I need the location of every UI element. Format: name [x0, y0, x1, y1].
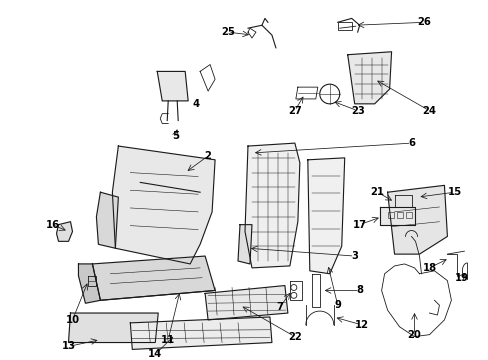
Polygon shape	[238, 225, 251, 264]
Bar	[405, 212, 411, 218]
Text: 17: 17	[352, 220, 366, 230]
Text: 4: 4	[192, 99, 199, 109]
Polygon shape	[96, 192, 118, 248]
Polygon shape	[130, 317, 271, 350]
Text: 8: 8	[355, 285, 363, 296]
Bar	[387, 212, 393, 218]
Bar	[337, 22, 351, 30]
Polygon shape	[78, 264, 100, 303]
Polygon shape	[387, 185, 447, 254]
Text: 27: 27	[287, 106, 301, 116]
Polygon shape	[68, 313, 158, 342]
Text: 22: 22	[287, 332, 301, 342]
Text: 10: 10	[65, 315, 80, 325]
Text: 11: 11	[161, 334, 175, 345]
Text: 20: 20	[407, 330, 421, 340]
Text: 24: 24	[422, 106, 436, 116]
Text: 7: 7	[276, 302, 283, 312]
Text: 2: 2	[204, 151, 211, 161]
Polygon shape	[379, 207, 414, 225]
Text: 5: 5	[171, 131, 178, 141]
Text: 13: 13	[61, 341, 75, 351]
Polygon shape	[112, 146, 215, 264]
Text: 3: 3	[350, 251, 357, 261]
Text: 6: 6	[407, 138, 414, 148]
Text: 18: 18	[422, 263, 436, 273]
Polygon shape	[157, 71, 188, 101]
Text: 25: 25	[221, 27, 235, 37]
Polygon shape	[307, 158, 344, 274]
Text: 23: 23	[350, 106, 364, 116]
Polygon shape	[347, 52, 391, 104]
Text: 16: 16	[45, 220, 60, 230]
Text: 9: 9	[334, 300, 341, 310]
Text: 14: 14	[148, 349, 162, 359]
Text: 26: 26	[417, 17, 430, 27]
Text: 21: 21	[370, 187, 384, 197]
Polygon shape	[92, 256, 215, 300]
Polygon shape	[57, 222, 72, 241]
Text: 15: 15	[447, 187, 461, 197]
Bar	[396, 212, 402, 218]
Polygon shape	[204, 285, 287, 320]
Text: 19: 19	[453, 273, 468, 283]
Text: 12: 12	[354, 320, 368, 330]
Polygon shape	[244, 143, 299, 268]
